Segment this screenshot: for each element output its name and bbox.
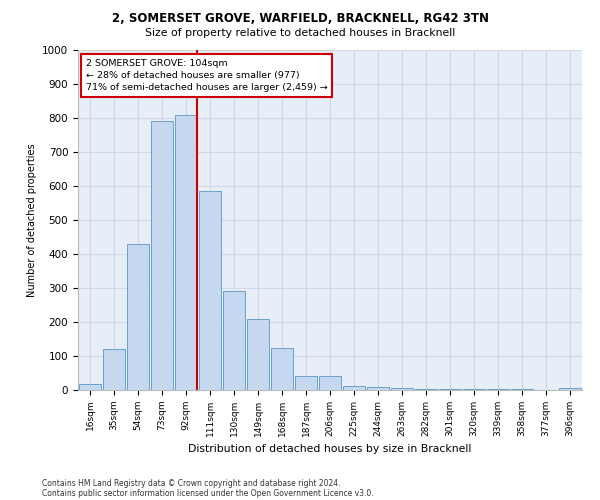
Bar — [175, 114, 197, 390]
Bar — [199, 191, 221, 390]
Text: Size of property relative to detached houses in Bracknell: Size of property relative to detached ho… — [145, 28, 455, 38]
Text: Contains public sector information licensed under the Open Government Licence v3: Contains public sector information licen… — [42, 488, 374, 498]
Bar — [319, 376, 341, 390]
Bar — [559, 388, 581, 390]
Bar — [415, 388, 437, 390]
Text: Contains HM Land Registry data © Crown copyright and database right 2024.: Contains HM Land Registry data © Crown c… — [42, 478, 341, 488]
Bar — [271, 348, 293, 390]
Text: 2 SOMERSET GROVE: 104sqm
← 28% of detached houses are smaller (977)
71% of semi-: 2 SOMERSET GROVE: 104sqm ← 28% of detach… — [86, 58, 328, 92]
Bar — [367, 388, 389, 390]
Bar — [343, 386, 365, 390]
X-axis label: Distribution of detached houses by size in Bracknell: Distribution of detached houses by size … — [188, 444, 472, 454]
Bar — [295, 376, 317, 390]
Bar — [79, 384, 101, 390]
Bar — [127, 244, 149, 390]
Bar — [247, 318, 269, 390]
Bar — [103, 349, 125, 390]
Text: 2, SOMERSET GROVE, WARFIELD, BRACKNELL, RG42 3TN: 2, SOMERSET GROVE, WARFIELD, BRACKNELL, … — [112, 12, 488, 26]
Y-axis label: Number of detached properties: Number of detached properties — [26, 143, 37, 297]
Bar — [223, 292, 245, 390]
Bar — [391, 388, 413, 390]
Bar — [151, 122, 173, 390]
